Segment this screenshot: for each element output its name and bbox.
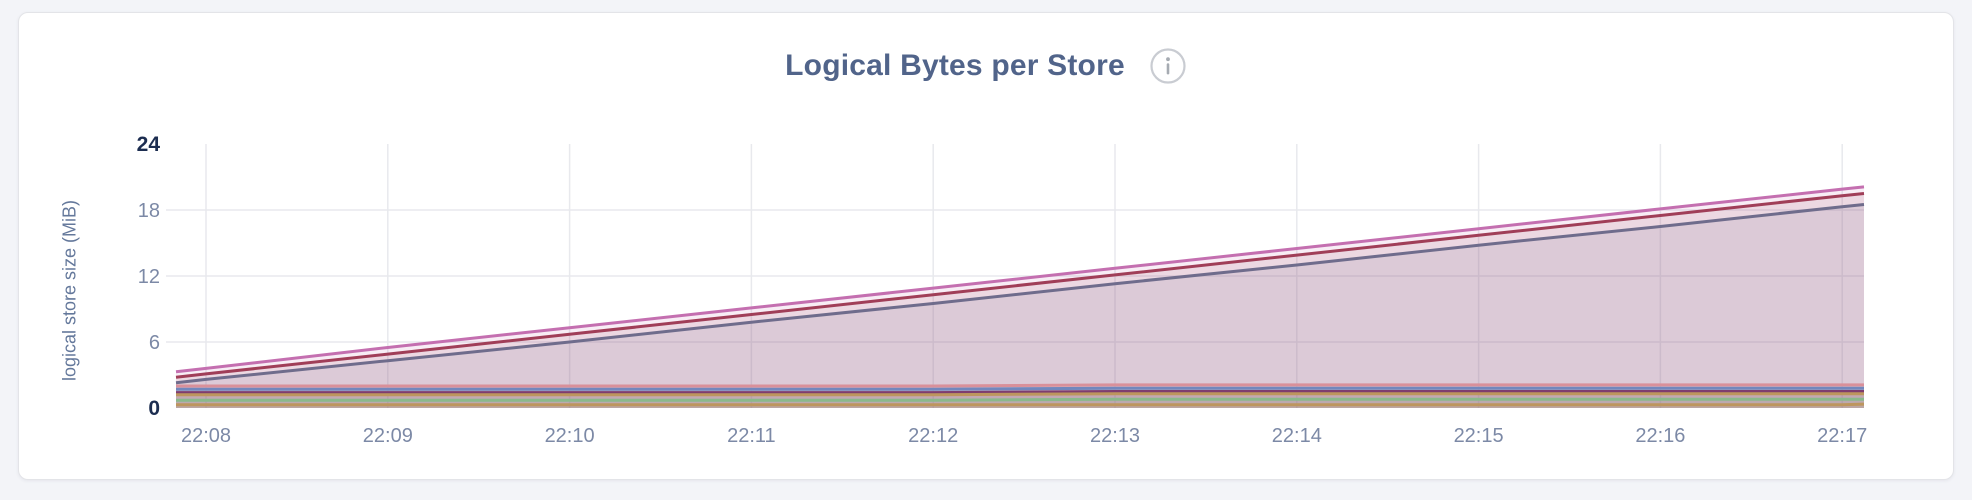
x-tick-label: 22:10 (545, 425, 595, 447)
x-tick-label: 22:09 (363, 425, 413, 447)
series-areas (176, 186, 1864, 408)
chart-header: Logical Bytes per Store (19, 47, 1953, 85)
y-tick-label: 12 (138, 266, 160, 288)
x-axis-ticks: 22:08 22:09 22:10 22:11 22:12 22:13 22:14 22:15… (181, 425, 1867, 447)
x-tick-label: 22:13 (1090, 425, 1140, 447)
series-area-series-3 (176, 204, 1864, 408)
x-tick-label: 22:12 (908, 425, 958, 447)
chart-title: Logical Bytes per Store (785, 49, 1125, 82)
series-line-series-7 (176, 392, 1864, 397)
series-line-series-5 (176, 386, 1864, 391)
series-lines (175, 185, 1865, 407)
x-tick-label: 22:11 (727, 425, 776, 447)
series-line-series-1 (175, 185, 1865, 374)
series-area-series-1 (176, 186, 1864, 408)
gridlines (166, 144, 1864, 408)
chart-card: Logical Bytes per Store logical store si… (18, 12, 1954, 480)
x-tick-label: 22:08 (181, 425, 231, 447)
y-axis-ticks: 0 6 12 18 24 (137, 133, 161, 420)
y-tick-label: 0 (148, 397, 160, 420)
info-icon[interactable] (1149, 47, 1187, 85)
series-line-series-3 (175, 203, 1865, 385)
y-tick-label: 18 (138, 200, 160, 222)
series-line-series-6 (176, 390, 1864, 395)
series-line-series-2 (175, 192, 1865, 379)
series-line-series-4 (176, 383, 1864, 388)
x-tick-label: 22:14 (1272, 425, 1322, 447)
x-tick-label: 22:16 (1635, 425, 1685, 447)
y-tick-label: 24 (137, 133, 161, 156)
series-line-series-9 (176, 402, 1865, 407)
y-tick-label: 6 (149, 332, 160, 354)
x-tick-label: 22:17 (1817, 425, 1867, 447)
series-line-series-8 (176, 397, 1864, 402)
x-tick-label: 22:15 (1454, 425, 1504, 447)
series-area-series-2 (176, 193, 1864, 408)
